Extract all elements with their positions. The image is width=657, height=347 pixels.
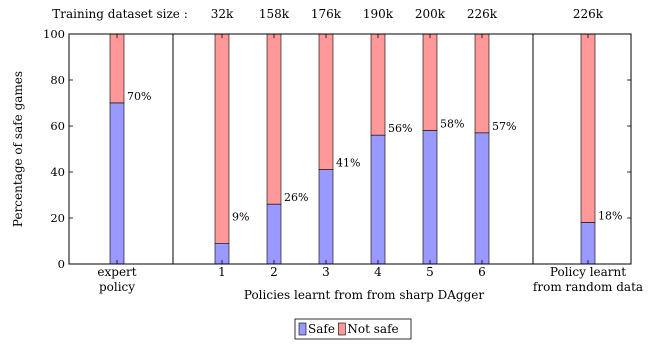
- bar-not-safe: [318, 33, 334, 170]
- legend-swatch: [298, 322, 307, 336]
- bar-safe: [422, 130, 438, 265]
- x-tick-label: 6: [478, 265, 486, 279]
- data-label: 56%: [388, 122, 412, 135]
- x-tick-label: expert: [97, 265, 136, 279]
- dataset-size-label: 226k: [467, 7, 498, 21]
- bar-safe: [266, 203, 282, 265]
- x-tick-label: 1: [218, 265, 226, 279]
- x-tick-label: policy: [99, 280, 135, 294]
- x-tick-label: 4: [374, 265, 382, 279]
- dataset-size-header: Training dataset size :: [52, 7, 188, 21]
- bar-not-safe: [422, 33, 438, 131]
- bar-safe: [109, 102, 125, 265]
- legend-label: Safe: [308, 322, 335, 336]
- data-label: 18%: [598, 210, 622, 223]
- bar-safe: [318, 169, 334, 265]
- x-tick-label: from random data: [533, 280, 643, 294]
- bar-not-safe: [370, 33, 386, 136]
- bar-safe: [474, 132, 490, 265]
- bar-not-safe: [109, 33, 125, 104]
- data-label: 9%: [232, 210, 249, 223]
- data-label: 58%: [440, 118, 464, 131]
- dataset-size-label: 226k: [573, 7, 604, 21]
- bar-not-safe: [214, 33, 230, 244]
- legend-swatch: [338, 322, 346, 336]
- dataset-size-label: 176k: [311, 7, 342, 21]
- y-axis-label: Percentage of safe games: [11, 71, 25, 227]
- bar-safe: [370, 134, 386, 265]
- axes-frame: [68, 33, 632, 265]
- legend-box: [294, 318, 412, 340]
- legend: Safe Not safe: [294, 318, 412, 340]
- dataset-size-label: 158k: [259, 7, 290, 21]
- data-label: 26%: [284, 191, 308, 204]
- dataset-size-label: 32k: [211, 7, 234, 21]
- y-tick-label: 80: [50, 73, 65, 87]
- bar-not-safe: [474, 33, 490, 134]
- data-label: 57%: [492, 120, 516, 133]
- x-tick-label: Policy learnt: [550, 265, 626, 279]
- x-tick-label: 3: [322, 265, 330, 279]
- dataset-size-label: 200k: [415, 7, 446, 21]
- x-tick-label: 2: [270, 265, 278, 279]
- dataset-size-label: 190k: [363, 7, 394, 21]
- y-tick-label: 0: [58, 257, 65, 271]
- bar-not-safe: [580, 33, 596, 223]
- x-tick-label: 5: [426, 265, 434, 279]
- bar-not-safe: [266, 33, 282, 205]
- y-tick-label: 20: [50, 211, 65, 225]
- data-label: 41%: [336, 157, 360, 170]
- legend-label: Not safe: [347, 322, 398, 336]
- y-tick-label: 60: [50, 119, 65, 133]
- data-label: 70%: [127, 90, 151, 103]
- group-label: Policies learnt from from sharp DAgger: [244, 288, 485, 302]
- y-tick-label: 40: [50, 165, 65, 179]
- y-tick-label: 100: [43, 27, 65, 41]
- bar-safe: [580, 222, 596, 265]
